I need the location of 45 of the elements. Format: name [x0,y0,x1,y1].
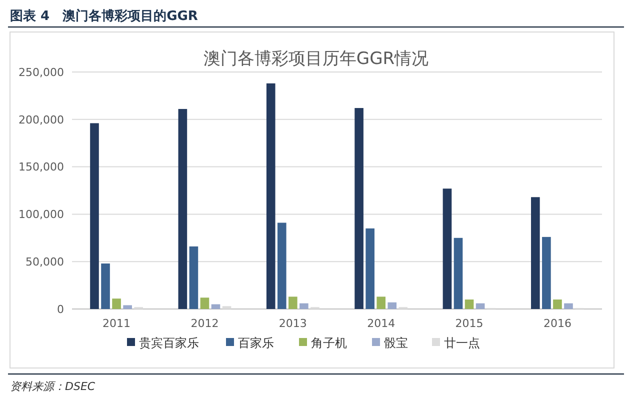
legend-label: 廿一点 [444,336,480,350]
bar [300,303,308,309]
bar [531,197,540,309]
bar [376,296,386,309]
bar [366,228,374,309]
bar [101,263,110,309]
bar [178,108,188,309]
y-tick-label: 250,000 [18,66,64,79]
text: 资料来源：DSEC [10,380,96,393]
bar [564,303,573,309]
bar [442,188,452,309]
bar [553,300,562,309]
bar [476,303,485,309]
y-tick-label: 150,000 [18,160,64,174]
y-tick-label: 50,000 [26,255,64,268]
bar [277,222,286,309]
legend-label: 角子机 [311,336,347,350]
legend-label: 百家乐 [238,336,274,350]
bar [211,304,220,309]
bar [542,236,551,309]
bar [222,306,232,309]
x-tick-label: 2016 [543,317,572,330]
bar [454,238,463,309]
y-tick-label: 200,000 [18,113,64,126]
bar [200,298,210,309]
bar [354,108,364,309]
legend-label: 骰宝 [384,336,408,350]
chart-title: 澳门各博彩项目历年GGR情况 [203,49,429,69]
x-tick-label: 2012 [190,317,219,330]
y-tick-label: 0 [57,302,64,316]
bar [123,305,132,309]
bar [90,123,99,309]
x-tick-label: 2013 [278,317,307,330]
x-tick-label: 2011 [102,317,131,330]
y-tick-label: 100,000 [18,208,64,222]
bar [189,246,198,309]
bar [388,302,397,309]
legend-label: 贵宾百家乐 [139,336,199,350]
bar [464,300,474,309]
bar [266,83,276,309]
text: 图表 4 澳门各博彩项目的GGR [10,8,198,24]
x-tick-label: 2014 [367,317,396,330]
bar [288,296,298,309]
bar [112,298,121,309]
x-tick-label: 2015 [455,317,484,330]
